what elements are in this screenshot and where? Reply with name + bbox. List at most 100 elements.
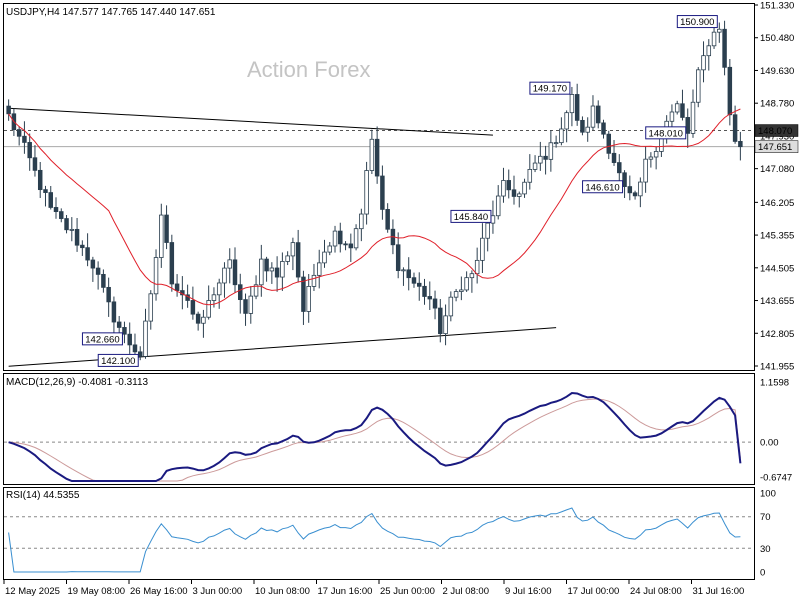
candle [306, 274, 311, 323]
candle-body [169, 242, 175, 285]
candle-body [611, 152, 617, 163]
candle-body [301, 276, 306, 312]
candle [22, 121, 27, 154]
candle [448, 291, 454, 322]
price-annotation: 149.170 [529, 81, 571, 95]
rsi-axis-label: 70 [760, 512, 771, 523]
candle-body [601, 122, 606, 135]
candle [332, 225, 338, 253]
annotation-label: 142.100 [101, 356, 135, 367]
price-axis-label: 151.330 [760, 1, 794, 12]
candle-body [595, 105, 601, 124]
candle [648, 152, 654, 168]
candle [590, 95, 596, 131]
candle [674, 100, 680, 115]
time-axis-label: 12 May 2025 [5, 586, 60, 597]
macd-axis-label: 0.00 [760, 438, 779, 449]
candle [48, 185, 53, 210]
candle [385, 203, 390, 233]
candle-body [206, 300, 211, 318]
candle [6, 99, 11, 121]
candle-body [474, 259, 480, 275]
candle-body [622, 172, 627, 187]
rsi-line [8, 507, 741, 573]
candle [95, 261, 101, 290]
candle [164, 205, 169, 250]
candle [316, 249, 322, 289]
candle [338, 222, 343, 253]
candle [143, 308, 148, 359]
candle [53, 197, 59, 219]
candle-body [248, 295, 254, 314]
candle [295, 229, 301, 283]
trendline[interactable] [8, 107, 493, 136]
time-axis-label: 17 Jun 16:00 [318, 586, 373, 597]
candle-body [364, 170, 369, 215]
annotation-box [676, 15, 718, 29]
candle-body [522, 181, 527, 195]
candle [232, 247, 238, 293]
candle-body [69, 228, 75, 231]
price-axis-label: 144.505 [760, 263, 794, 274]
candle [506, 169, 511, 199]
candle [343, 241, 348, 251]
candle [37, 162, 43, 198]
candle-body [606, 133, 612, 154]
candle [111, 296, 117, 334]
candle-body [453, 291, 459, 298]
candle-body [327, 245, 332, 253]
candle-body [32, 157, 38, 171]
candle-body [253, 284, 259, 297]
candle-body [711, 31, 717, 47]
candle-body [532, 162, 538, 170]
candle-body [632, 192, 638, 197]
candle [480, 223, 485, 273]
annotation-label: 150.900 [680, 17, 714, 28]
candle [259, 244, 264, 297]
axes: 151.330 150.480 149.630 148.780 147.930 147.0… [3, 1, 799, 597]
candle-body [311, 274, 317, 287]
candle-body [690, 101, 696, 134]
candle-body [190, 300, 196, 315]
candle [374, 126, 380, 184]
candle [543, 145, 548, 175]
candle-body [495, 195, 501, 217]
candle-body [316, 262, 322, 276]
candle-body [274, 267, 280, 278]
candle [569, 86, 575, 127]
candle-body [6, 105, 11, 115]
candle-body [553, 142, 559, 145]
price-axis-label: 147.930 [760, 131, 794, 142]
candle-body [232, 259, 238, 286]
candle [495, 185, 501, 220]
annotation-box [582, 180, 624, 194]
rsi-axis-label: 0 [760, 568, 765, 579]
candle-body [238, 284, 243, 301]
candle [248, 286, 254, 324]
candle-body [548, 142, 554, 160]
candle [90, 256, 96, 282]
macd-axis-label: -0.6747 [760, 473, 792, 484]
candle [290, 237, 296, 271]
candle [701, 41, 706, 83]
candle-body [380, 175, 385, 210]
candle [216, 278, 222, 309]
macd-panel-frame [3, 373, 755, 485]
candle-body [464, 277, 469, 291]
candle [127, 322, 132, 354]
candle-body [443, 315, 448, 335]
candle [148, 290, 154, 330]
time-axis-label: 19 May 08:00 [68, 586, 126, 597]
candle-body [732, 114, 738, 142]
candle [443, 304, 448, 346]
candle-body [201, 316, 206, 324]
rsi-panel-frame [3, 487, 755, 580]
candle-body [580, 119, 585, 133]
candle-body [511, 189, 517, 197]
candle [253, 275, 259, 300]
candle [738, 131, 743, 161]
candle-body [332, 230, 338, 247]
candle [101, 269, 106, 293]
candle-body [459, 289, 464, 292]
